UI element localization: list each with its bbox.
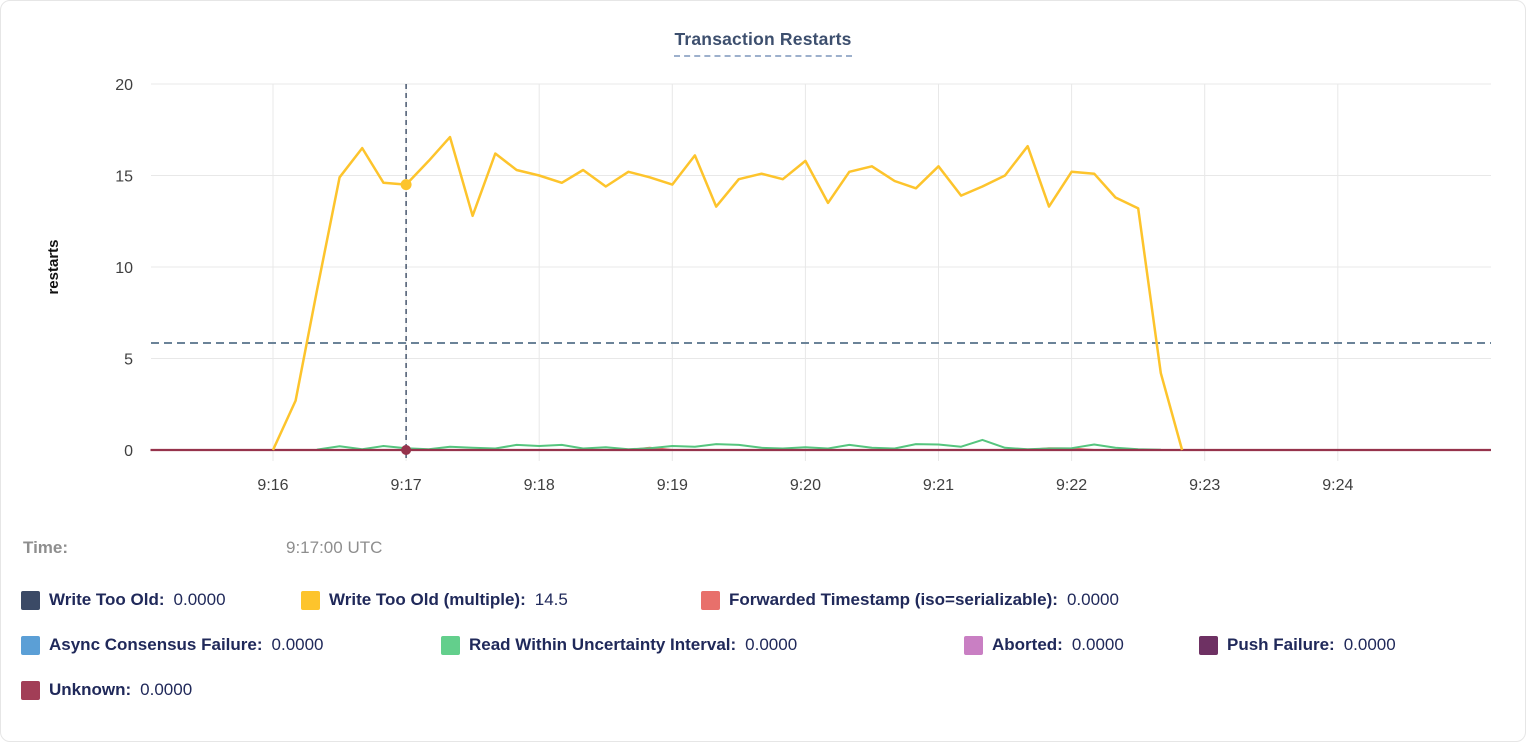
series-line-write-too-old-multiple- [271,135,1184,451]
legend-label: Write Too Old (multiple): [329,590,526,609]
x-tick-label: 9:21 [923,477,954,494]
legend-item-forwarded-timestamp: Forwarded Timestamp (iso=serializable): … [701,590,1119,610]
legend-label: Write Too Old: [49,590,165,609]
legend-value: 0.0000 [1066,590,1119,609]
legend-item-async-consensus-failure: Async Consensus Failure: 0.0000 [21,635,324,655]
legend-item-read-within-uncertainty-interval: Read Within Uncertainty Interval: 0.0000 [441,635,797,655]
x-tick-label: 9:20 [790,477,821,494]
legend-item-push-failure: Push Failure: 0.0000 [1199,635,1396,655]
x-tick-label: 9:19 [657,477,688,494]
y-tick-label: 5 [124,352,133,369]
x-tick-label: 9:17 [391,477,422,494]
y-axis-title: restarts [45,239,62,294]
x-tick-label: 9:22 [1056,477,1087,494]
legend-value: 0.0000 [173,590,226,609]
series-line-read-within-uncertainty-interval [316,438,1161,451]
legend-item-unknown: Unknown: 0.0000 [21,680,192,700]
x-tick-label: 9:16 [257,477,288,494]
legend-value: 0.0000 [1071,635,1124,654]
legend-swatch-read-within-uncertainty-interval [441,635,460,655]
legend-item-aborted: Aborted: 0.0000 [964,635,1124,655]
legend-value: 0.0000 [140,680,193,699]
legend-swatch-aborted [964,635,983,655]
legend-value: 0.0000 [271,635,324,654]
chart-title-wrap: Transaction Restarts [1,29,1525,57]
y-tick-label: 15 [115,169,133,186]
y-tick-label: 10 [115,260,133,277]
hover-dot-baseline [401,445,412,455]
legend-value: 0.0000 [745,635,798,654]
x-tick-label: 9:24 [1322,477,1353,494]
chart-title: Transaction Restarts [674,29,852,57]
legend-label: Aborted: [992,635,1063,654]
x-tick-label: 9:18 [524,477,555,494]
legend-swatch-unknown [21,680,40,700]
legend-item-write-too-old-multiple: Write Too Old (multiple): 14.5 [301,590,568,610]
legend-label: Push Failure: [1227,635,1335,654]
legend-swatch-push-failure [1199,635,1218,655]
legend-value: 0.0000 [1343,635,1396,654]
hover-time-label: Time: [23,538,69,557]
legend-swatch-write-too-old [21,590,40,610]
hover-time-value: 9:17:00 UTC [286,538,383,557]
legend-label: Async Consensus Failure: [49,635,263,654]
legend-value: 14.5 [534,590,568,609]
legend-swatch-async-consensus-failure [21,635,40,655]
y-tick-label: 0 [124,443,133,460]
y-tick-label: 20 [115,77,133,94]
chart-plot-area[interactable]: 0 5 10 15 20 9:16 9:17 9:18 9:19 9:20 9:21 9:22 9:23… [1,1,1526,521]
legend-swatch-forwarded-timestamp [701,590,720,610]
x-tick-label: 9:23 [1189,477,1220,494]
legend-label: Forwarded Timestamp (iso=serializable): [729,590,1058,609]
hover-dot-selected [400,179,412,191]
legend-label: Read Within Uncertainty Interval: [469,635,737,654]
legend-swatch-write-too-old-multiple [301,590,320,610]
legend-item-write-too-old: Write Too Old: 0.0000 [21,590,226,610]
legend-label: Unknown: [49,680,132,699]
